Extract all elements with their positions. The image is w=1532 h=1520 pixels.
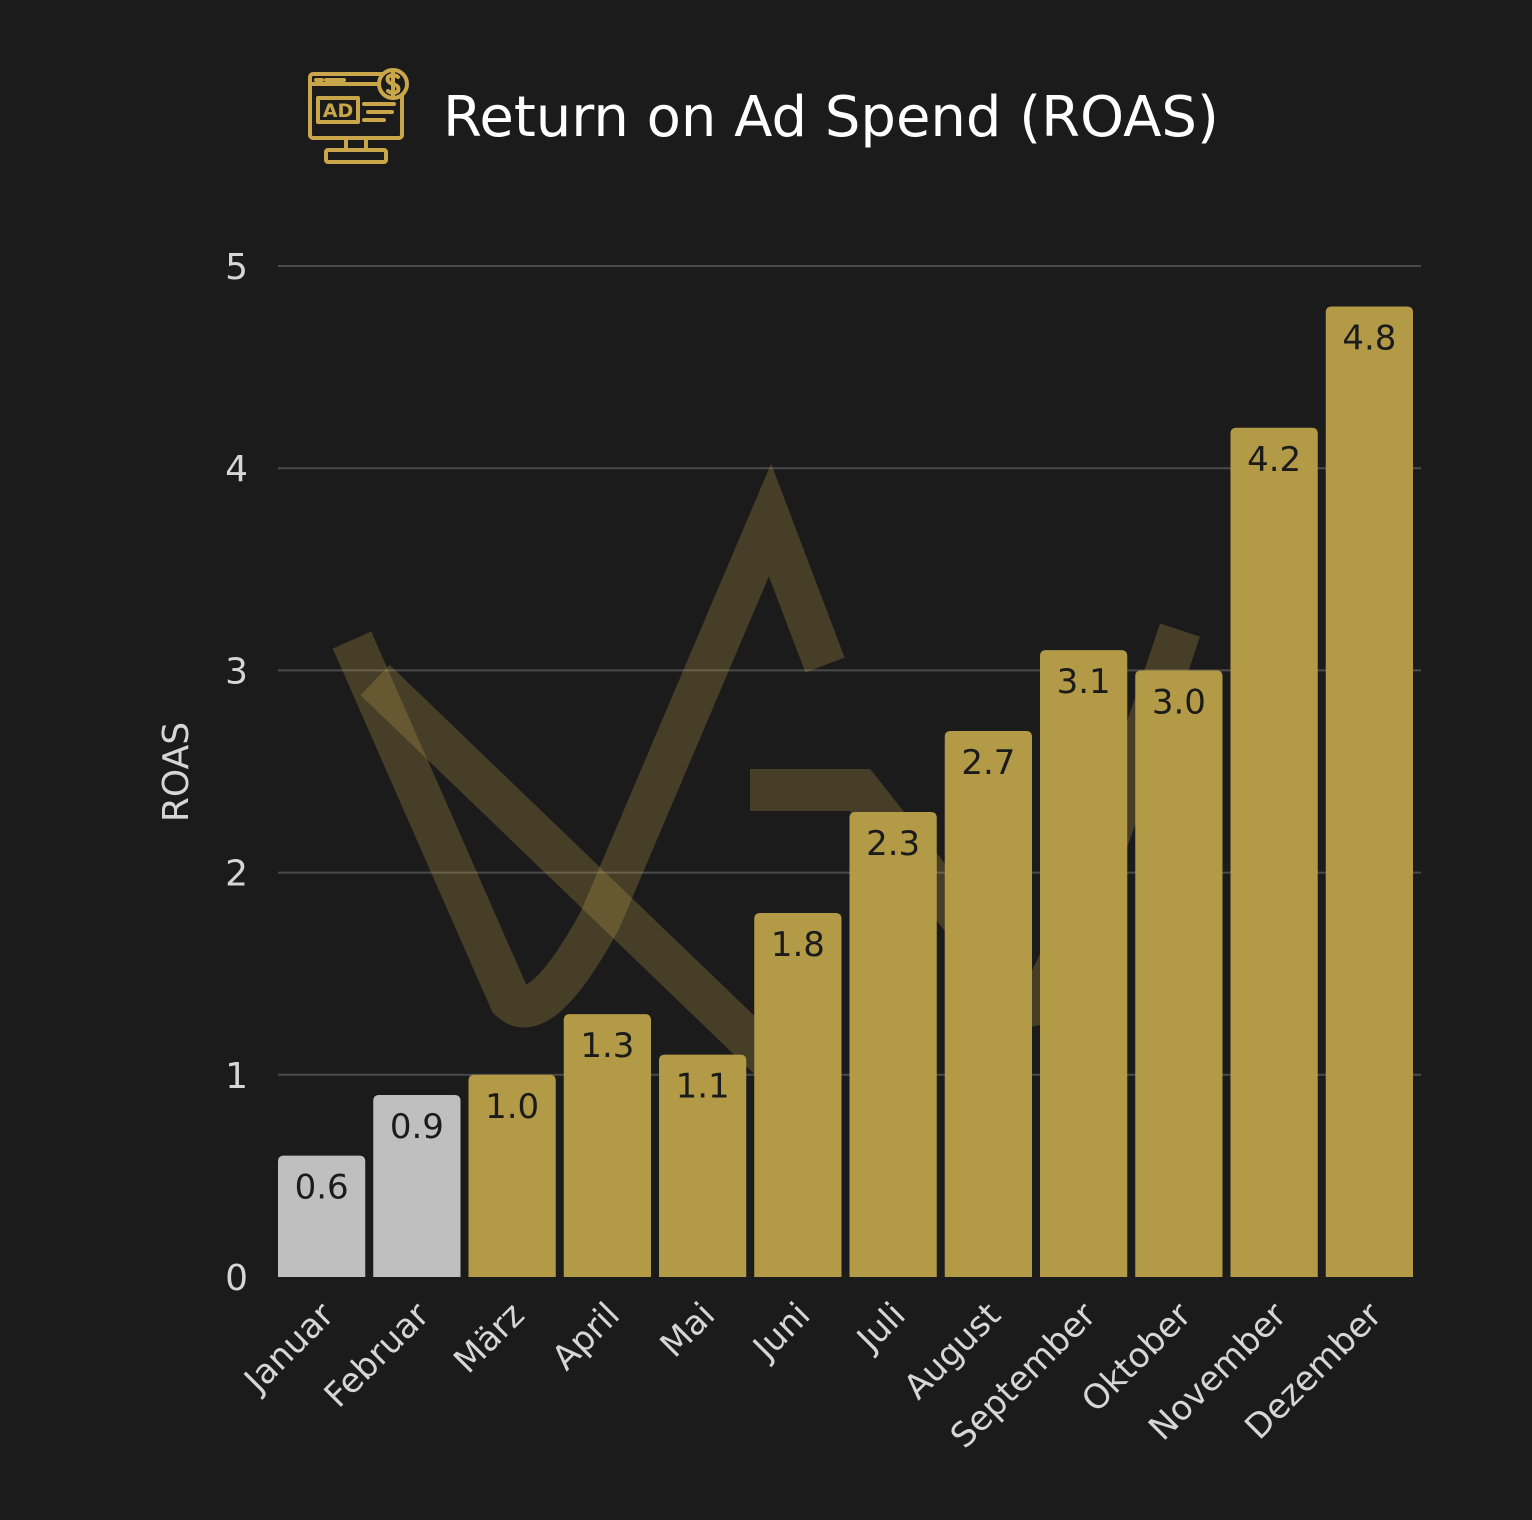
x-category-label: April xyxy=(544,1295,627,1378)
y-tick-label: 1 xyxy=(225,1056,248,1097)
bar-november xyxy=(1230,427,1318,1277)
bar-value-label: 1.1 xyxy=(676,1067,730,1107)
x-category-label: März xyxy=(446,1295,532,1381)
x-category-label: Mai xyxy=(653,1295,723,1365)
bar-value-labels: 0.6 0.9 1.0 1.3 1.1 1.8 2.3 2.7 3.1 3.0 4.2 4.8 xyxy=(295,318,1397,1207)
bars xyxy=(278,306,1413,1277)
bar-april xyxy=(563,1014,651,1277)
bar-märz xyxy=(468,1074,556,1277)
y-tick-label: 3 xyxy=(225,651,248,692)
bar-value-label: 4.8 xyxy=(1342,318,1396,358)
bar-value-label: 3.0 xyxy=(1152,682,1206,722)
bar-value-label: 1.8 xyxy=(771,925,825,965)
bar-value-label: 2.7 xyxy=(961,743,1015,783)
bar-value-label: 0.9 xyxy=(390,1107,444,1147)
ad-monitor-dollar-icon: AD xyxy=(308,68,409,164)
bar-august xyxy=(944,731,1032,1277)
bar-februar xyxy=(373,1095,461,1277)
bar-value-label: 4.2 xyxy=(1247,440,1301,480)
y-tick-label: 4 xyxy=(225,449,248,490)
bar-value-label: 1.0 xyxy=(485,1087,539,1127)
bar-value-label: 2.3 xyxy=(866,824,920,864)
bar-value-label: 0.6 xyxy=(295,1168,349,1208)
y-tick-label: 5 xyxy=(225,247,248,288)
y-tick-label: 2 xyxy=(225,854,248,895)
bar-juli xyxy=(849,811,937,1277)
x-category-label: Juni xyxy=(744,1295,818,1369)
x-category-label: Juli xyxy=(848,1295,913,1360)
x-category-label: Februar xyxy=(317,1295,438,1416)
bar-juni xyxy=(754,913,842,1277)
y-axis-label: ROAS xyxy=(156,722,197,822)
bar-mai xyxy=(659,1054,747,1277)
bar-dezember xyxy=(1325,306,1413,1277)
bar-value-label: 1.3 xyxy=(580,1026,634,1066)
bar-value-label: 3.1 xyxy=(1057,662,1111,702)
bar-januar xyxy=(278,1155,366,1277)
bar-oktober xyxy=(1135,670,1223,1277)
y-tick-label: 0 xyxy=(225,1258,248,1299)
svg-text:AD: AD xyxy=(323,100,353,122)
y-axis-ticks: 0 1 2 3 4 5 xyxy=(225,247,248,1299)
chart-title: Return on Ad Spend (ROAS) xyxy=(443,85,1219,150)
bar-september xyxy=(1040,650,1128,1277)
